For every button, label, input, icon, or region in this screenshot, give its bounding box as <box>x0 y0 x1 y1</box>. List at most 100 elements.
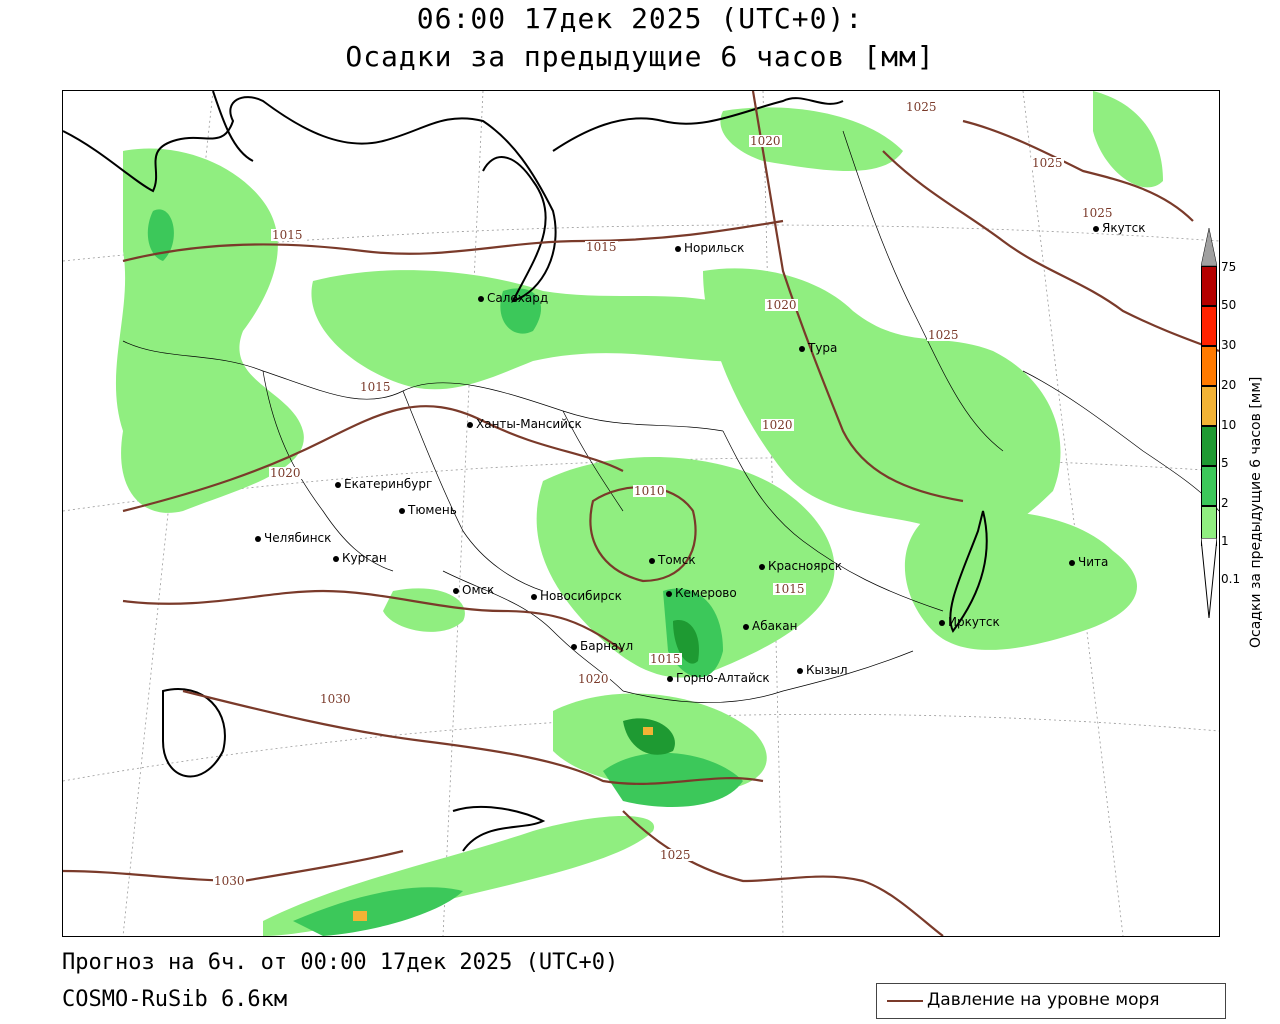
isobar-label: 1020 <box>749 134 782 148</box>
city-name: Норильск <box>684 241 745 255</box>
colorbar-label: 50 <box>1221 298 1237 312</box>
city-marker <box>571 643 577 650</box>
isobar-label: 1030 <box>319 692 352 706</box>
city-marker <box>939 619 945 626</box>
city-marker <box>467 421 473 428</box>
city-marker <box>1093 225 1099 232</box>
city-label: Кемерово <box>666 586 737 600</box>
isobar-label: 1010 <box>633 484 666 498</box>
city-name: Красноярск <box>768 559 842 573</box>
city-label: Омск <box>453 583 494 597</box>
city-name: Омск <box>462 583 495 597</box>
colorbar-swatch <box>1201 306 1217 346</box>
city-label: Кызыл <box>797 663 848 677</box>
city-name: Чита <box>1078 555 1109 569</box>
city-name: Иркутск <box>948 615 1000 629</box>
city-marker <box>255 535 261 542</box>
colorbar-swatch <box>1201 426 1217 466</box>
city-name: Тюмень <box>408 503 457 517</box>
city-name: Абакан <box>752 619 798 633</box>
isobar-label: 1020 <box>765 298 798 312</box>
city-name: Кемерово <box>675 586 737 600</box>
colorbar-swatch <box>1201 346 1217 386</box>
isobar-label: 1015 <box>271 228 304 242</box>
precipitation-colorbar <box>1201 228 1217 618</box>
city-marker <box>743 623 749 630</box>
city-name: Якутск <box>1102 221 1146 235</box>
city-marker <box>759 563 765 570</box>
colorbar-top-arrow <box>1201 228 1217 267</box>
city-label: Челябинск <box>255 531 331 545</box>
city-marker <box>666 590 672 597</box>
pressure-line-swatch <box>887 1000 923 1002</box>
isobar-label: 1025 <box>905 100 938 114</box>
isobar-label: 1015 <box>585 240 618 254</box>
isobar-label: 1025 <box>659 848 692 862</box>
city-label: Екатеринбург <box>335 477 432 491</box>
colorbar-label: 0.1 <box>1221 572 1241 586</box>
city-marker <box>675 245 681 252</box>
city-name: Ханты-Мансийск <box>476 417 582 431</box>
isobar-label: 1015 <box>649 652 682 666</box>
colorbar-swatch <box>1201 386 1217 426</box>
city-name: Курган <box>342 551 387 565</box>
isobar-label: 1015 <box>359 380 392 394</box>
city-marker <box>797 667 803 674</box>
colorbar-label: 2 <box>1221 496 1229 510</box>
colorbar-label: 75 <box>1221 260 1237 274</box>
city-label: Красноярск <box>759 559 842 573</box>
city-name: Челябинск <box>264 531 332 545</box>
colorbar-bottom-arrow <box>1201 538 1217 618</box>
city-name: Екатеринбург <box>344 477 433 491</box>
city-label: Новосибирск <box>531 589 622 603</box>
city-marker <box>531 593 537 600</box>
map-title-time: 06:00 17дек 2025 (UTC+0): <box>416 2 864 35</box>
colorbar-label: 1 <box>1221 534 1229 548</box>
city-label: Тура <box>799 341 837 355</box>
city-marker <box>799 345 805 352</box>
map-title-variable: Осадки за предыдущие 6 часов [мм] <box>345 40 935 73</box>
city-name: Салехард <box>487 291 549 305</box>
city-marker <box>1069 559 1075 566</box>
isobar-label: 1025 <box>1031 156 1064 170</box>
colorbar-label: 20 <box>1221 378 1237 392</box>
colorbar-label: 10 <box>1221 418 1237 432</box>
map-graphics <box>63 91 1219 936</box>
city-marker <box>649 557 655 564</box>
colorbar-swatch <box>1201 466 1217 506</box>
city-name: Новосибирск <box>540 589 622 603</box>
city-name: Горно-Алтайск <box>676 671 770 685</box>
isobar-label: 1015 <box>773 582 806 596</box>
city-marker <box>399 507 405 514</box>
city-label: Чита <box>1069 555 1108 569</box>
isobar-label: 1030 <box>213 874 246 888</box>
city-label: Горно-Алтайск <box>667 671 770 685</box>
city-label: Курган <box>333 551 387 565</box>
colorbar-swatch <box>1201 266 1217 306</box>
forecast-info: Прогноз на 6ч. от 00:00 17дек 2025 (UTC+… <box>62 950 619 975</box>
pressure-legend: Давление на уровне моря <box>876 983 1226 1019</box>
city-label: Барнаул <box>571 639 633 653</box>
city-label: Салехард <box>478 291 548 305</box>
city-label: Тюмень <box>399 503 457 517</box>
city-marker <box>667 675 673 682</box>
pressure-legend-label: Давление на уровне моря <box>927 990 1160 1010</box>
colorbar-label: 5 <box>1221 456 1229 470</box>
city-label: Ханты-Мансийск <box>467 417 582 431</box>
city-name: Кызыл <box>806 663 848 677</box>
isobar-label: 1020 <box>577 672 610 686</box>
isobar-label: 1025 <box>1081 206 1114 220</box>
precipitation-map[interactable]: 1025 1020 1025 1015 1015 1020 1025 1015 … <box>62 90 1220 937</box>
colorbar-label: 30 <box>1221 338 1237 352</box>
city-name: Тура <box>808 341 838 355</box>
city-marker <box>453 587 459 594</box>
isobar-label: 1020 <box>269 466 302 480</box>
city-marker <box>478 295 484 302</box>
colorbar-title: Осадки за предыдущие 6 часов [мм] <box>1248 376 1264 648</box>
city-label: Якутск <box>1093 221 1146 235</box>
city-name: Томск <box>658 553 696 567</box>
city-marker <box>333 555 339 562</box>
city-marker <box>335 481 341 488</box>
city-label: Норильск <box>675 241 744 255</box>
city-label: Томск <box>649 553 696 567</box>
